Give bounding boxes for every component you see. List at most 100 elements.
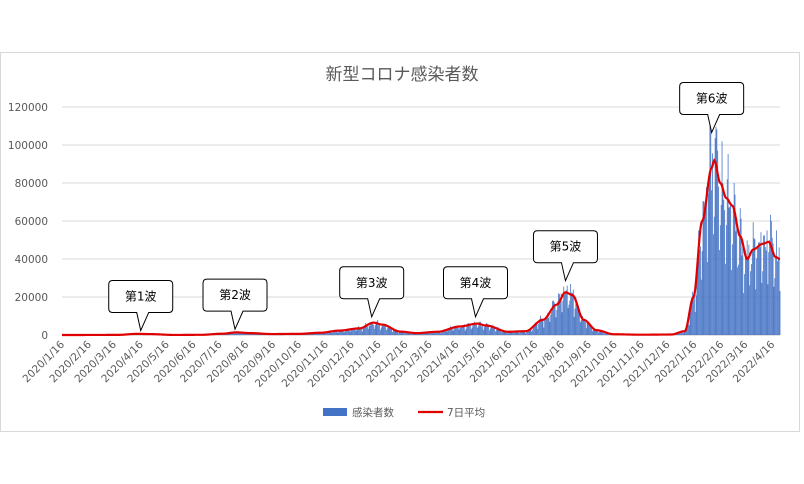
daily-bar bbox=[588, 324, 590, 335]
daily-bar bbox=[724, 210, 726, 335]
daily-bar bbox=[363, 327, 365, 335]
daily-bar bbox=[575, 297, 577, 335]
daily-bar bbox=[754, 239, 756, 335]
daily-bar bbox=[709, 116, 711, 335]
daily-bar bbox=[593, 328, 595, 335]
y-tick-label: 0 bbox=[41, 330, 48, 342]
daily-bar bbox=[693, 294, 694, 335]
daily-bar bbox=[360, 328, 361, 335]
daily-bar bbox=[604, 333, 606, 335]
daily-bar bbox=[372, 323, 373, 335]
daily-bar bbox=[736, 217, 738, 335]
callout-label: 第5波 bbox=[550, 240, 582, 254]
daily-bar bbox=[506, 331, 508, 335]
daily-bar bbox=[500, 330, 501, 335]
daily-bar bbox=[340, 329, 341, 335]
daily-bar bbox=[477, 326, 479, 335]
daily-bar bbox=[398, 332, 400, 335]
daily-bar bbox=[391, 327, 392, 335]
daily-bar bbox=[399, 331, 401, 335]
daily-bar bbox=[755, 289, 757, 335]
daily-bar bbox=[591, 327, 592, 335]
daily-bar bbox=[594, 328, 596, 335]
daily-bar bbox=[566, 285, 568, 335]
daily-bar bbox=[590, 325, 591, 335]
daily-bar bbox=[379, 324, 380, 335]
daily-bar bbox=[713, 234, 714, 335]
daily-bar bbox=[535, 324, 537, 335]
daily-bar bbox=[745, 258, 747, 335]
daily-bar bbox=[706, 187, 707, 335]
daily-bar bbox=[352, 328, 354, 335]
daily-bar bbox=[471, 327, 473, 335]
daily-bar bbox=[495, 331, 496, 335]
daily-bar bbox=[460, 327, 462, 335]
daily-bar bbox=[443, 329, 445, 335]
callout-box bbox=[532, 230, 598, 283]
daily-bar bbox=[494, 327, 495, 335]
daily-bar bbox=[746, 240, 748, 335]
daily-bar bbox=[777, 261, 778, 335]
daily-bar bbox=[378, 325, 380, 335]
daily-bar bbox=[334, 330, 335, 335]
daily-bar bbox=[592, 329, 594, 335]
daily-bar bbox=[761, 283, 763, 335]
daily-bar bbox=[527, 329, 529, 335]
daily-bar bbox=[313, 334, 315, 335]
daily-bar bbox=[715, 126, 717, 336]
daily-bar bbox=[476, 327, 478, 335]
daily-bar bbox=[443, 330, 444, 335]
daily-bar bbox=[511, 331, 513, 335]
daily-bar bbox=[604, 333, 605, 335]
daily-bar bbox=[710, 116, 712, 335]
daily-bar bbox=[367, 328, 369, 335]
daily-bar bbox=[545, 318, 546, 335]
daily-bar bbox=[766, 230, 768, 335]
daily-bar bbox=[741, 255, 743, 335]
seven-day-average-line bbox=[62, 157, 781, 337]
daily-bar bbox=[678, 332, 680, 335]
daily-bar bbox=[370, 322, 372, 335]
daily-bar bbox=[502, 330, 504, 335]
daily-bar bbox=[495, 329, 497, 335]
daily-bar bbox=[756, 258, 758, 335]
daily-bar bbox=[404, 333, 405, 335]
daily-bar bbox=[489, 328, 491, 335]
daily-bar bbox=[679, 331, 681, 335]
daily-bar bbox=[583, 319, 585, 335]
daily-bar bbox=[595, 329, 597, 335]
daily-bar bbox=[484, 324, 486, 335]
daily-bar bbox=[682, 333, 684, 335]
daily-bar bbox=[328, 331, 329, 335]
daily-bar bbox=[759, 247, 761, 335]
daily-bar bbox=[714, 138, 716, 335]
daily-bar bbox=[725, 263, 726, 335]
daily-bar bbox=[233, 332, 235, 335]
daily-bar bbox=[693, 294, 695, 335]
daily-bar bbox=[700, 246, 701, 335]
daily-bar bbox=[382, 323, 384, 335]
daily-bar bbox=[530, 328, 532, 335]
daily-bar bbox=[458, 329, 460, 335]
daily-bar bbox=[362, 328, 364, 335]
daily-bar bbox=[753, 238, 755, 335]
daily-bar bbox=[578, 305, 579, 335]
daily-bar bbox=[396, 331, 398, 335]
daily-bar bbox=[320, 333, 322, 335]
daily-bar bbox=[603, 331, 604, 335]
daily-bar bbox=[481, 326, 482, 335]
daily-bar bbox=[491, 326, 493, 335]
daily-bar bbox=[528, 329, 530, 335]
daily-bar bbox=[450, 326, 451, 335]
daily-bar bbox=[573, 316, 575, 335]
daily-bar bbox=[327, 331, 328, 335]
x-axis: 2020/1/162020/2/162020/3/162020/4/162020… bbox=[21, 338, 778, 390]
daily-bar bbox=[718, 186, 719, 335]
daily-bar bbox=[379, 330, 381, 335]
daily-bar bbox=[451, 327, 453, 335]
daily-bar bbox=[537, 329, 539, 335]
daily-bar bbox=[452, 330, 454, 335]
daily-bar bbox=[395, 329, 397, 335]
daily-bar bbox=[584, 322, 586, 335]
daily-bar bbox=[521, 330, 523, 335]
